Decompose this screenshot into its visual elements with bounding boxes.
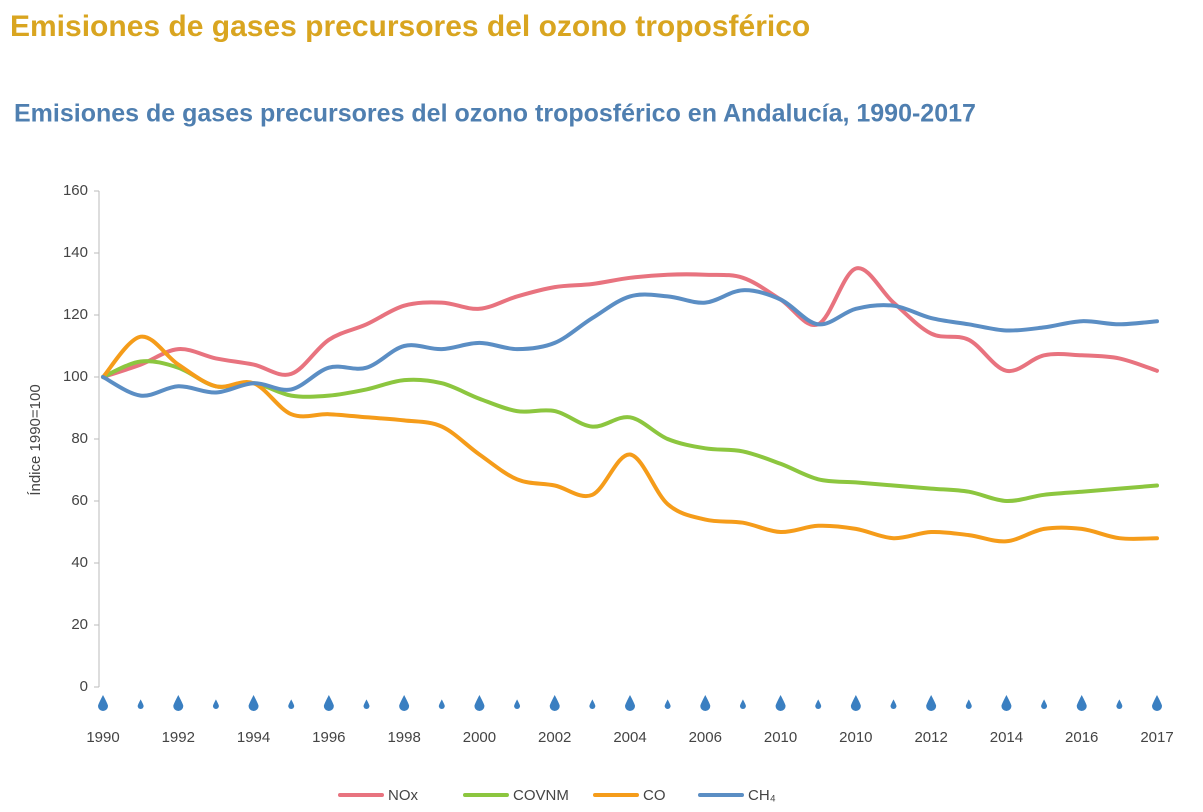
legend-label: NOx	[388, 787, 419, 804]
y-tick-label: 160	[63, 182, 88, 199]
series-line	[101, 334, 1159, 544]
x-tick-marker	[775, 695, 786, 711]
x-tick-marker	[438, 699, 445, 709]
x-tick-marker	[363, 699, 370, 709]
x-tick-marker	[625, 695, 635, 711]
x-tick-marker	[1041, 699, 1048, 709]
x-tick-label: 1998	[387, 729, 420, 746]
series-line	[101, 266, 1159, 379]
x-tick-label: 2012	[914, 729, 947, 746]
x-tick-marker	[1116, 699, 1123, 709]
x-tick-marker	[399, 695, 410, 711]
x-tick-marker	[137, 699, 144, 709]
y-tick-label: 60	[71, 492, 88, 509]
x-tick-marker	[1001, 695, 1012, 711]
x-tick-label: 2017	[1140, 729, 1173, 746]
x-tick-marker	[965, 699, 972, 709]
x-tick-label: 1992	[162, 729, 195, 746]
x-tick-label: 2002	[538, 729, 571, 746]
x-tick-label: 2010	[839, 729, 872, 746]
x-tick-marker	[98, 695, 108, 711]
x-tick-marker	[212, 699, 219, 709]
chart-title: Emisiones de gases precursores del ozono…	[14, 100, 976, 128]
x-tick-marker	[288, 699, 295, 709]
y-tick-label: 120	[63, 306, 88, 323]
legend-label: CO	[643, 787, 666, 804]
x-tick-marker	[850, 695, 861, 711]
x-tick-label: 2016	[1065, 729, 1098, 746]
x-tick-marker	[890, 699, 897, 709]
x-tick-label: 2000	[463, 729, 496, 746]
x-tick-label: 1994	[237, 729, 270, 746]
x-tick-label: 2014	[990, 729, 1023, 746]
y-tick-label: 40	[71, 554, 88, 571]
x-tick-marker	[173, 695, 184, 711]
x-tick-marker	[926, 695, 937, 711]
x-tick-marker	[323, 695, 334, 711]
y-axis-label: Índice 1990=100	[27, 384, 44, 495]
x-tick-label: 1996	[312, 729, 345, 746]
legend-label: CH₄	[748, 787, 776, 804]
x-tick-marker	[815, 699, 822, 709]
y-tick-label: 100	[63, 368, 88, 385]
legend-label: COVNM	[513, 787, 569, 804]
x-tick-marker	[1152, 695, 1162, 711]
x-tick-marker	[700, 695, 711, 711]
x-tick-label: 1990	[86, 729, 119, 746]
series-line	[101, 359, 1159, 504]
x-tick-marker	[474, 695, 485, 711]
y-tick-label: 20	[71, 616, 88, 633]
x-tick-marker	[1076, 695, 1087, 711]
x-tick-marker	[589, 699, 596, 709]
y-tick-label: 80	[71, 430, 88, 447]
x-tick-marker	[248, 695, 259, 711]
series-line	[101, 288, 1159, 398]
x-tick-label: 2006	[689, 729, 722, 746]
x-tick-marker	[514, 699, 521, 709]
y-tick-label: 140	[63, 244, 88, 261]
x-tick-marker	[664, 699, 671, 709]
x-tick-label: 2004	[613, 729, 646, 746]
y-tick-label: 0	[80, 678, 88, 695]
x-tick-marker	[739, 699, 746, 709]
page-title: Emisiones de gases precursores del ozono…	[10, 10, 810, 43]
x-tick-marker	[549, 695, 560, 711]
x-tick-label: 2010	[764, 729, 797, 746]
